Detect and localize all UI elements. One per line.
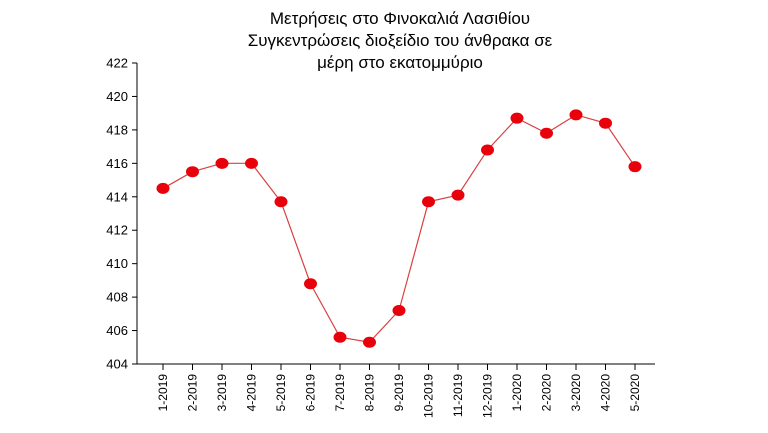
x-tick-label: 7-2019 xyxy=(333,374,347,412)
y-tick-label: 418 xyxy=(106,122,128,137)
data-point xyxy=(392,304,406,316)
x-tick-label: 5-2019 xyxy=(274,374,288,412)
data-point xyxy=(363,336,376,348)
x-tick-label: 2-2019 xyxy=(186,374,200,412)
x-tick-label: 12-2019 xyxy=(481,374,495,418)
x-tick-label: 5-2020 xyxy=(628,374,642,412)
data-point xyxy=(156,182,170,194)
data-point xyxy=(274,196,288,208)
x-tick-label: 10-2019 xyxy=(422,374,436,418)
data-point xyxy=(333,331,347,343)
data-point xyxy=(215,157,229,169)
y-tick-label: 408 xyxy=(106,290,128,305)
x-tick-label: 4-2019 xyxy=(245,374,259,412)
data-point xyxy=(422,196,435,208)
y-tick-label: 410 xyxy=(106,256,128,271)
data-point xyxy=(599,117,612,129)
y-tick-label: 412 xyxy=(106,223,128,238)
data-point xyxy=(481,144,494,156)
y-tick-label: 414 xyxy=(106,189,128,204)
y-tick-label: 404 xyxy=(106,357,128,372)
x-tick-label: 8-2019 xyxy=(363,374,377,412)
x-tick-label: 2-2020 xyxy=(540,374,554,412)
chart-title-line-2: Συγκεντρώσεις διοξείδιο του άνθρακα σε xyxy=(247,31,553,50)
data-point xyxy=(628,161,642,173)
x-tick-label: 9-2019 xyxy=(392,374,406,412)
x-tick-label: 6-2019 xyxy=(304,374,318,412)
x-tick-label: 1-2020 xyxy=(510,374,524,412)
chart-title-line-1: Μετρήσεις στο Φινοκαλιά Λασιθίου xyxy=(269,9,531,28)
data-point xyxy=(451,189,465,201)
data-point xyxy=(540,127,553,139)
data-point xyxy=(245,157,258,169)
y-tick-label: 422 xyxy=(106,56,128,71)
data-point xyxy=(304,278,317,290)
x-tick-label: 11-2019 xyxy=(451,374,465,417)
x-tick-label: 4-2020 xyxy=(599,374,613,412)
chart-title-line-3: μέρη στο εκατομμύριο xyxy=(317,53,483,72)
y-tick-label: 420 xyxy=(106,89,128,104)
chart-title: Μετρήσεις στο Φινοκαλιά Λασιθίου Συγκεντ… xyxy=(160,8,640,74)
data-point xyxy=(186,166,199,178)
data-point xyxy=(510,112,524,124)
y-tick-label: 416 xyxy=(106,156,128,171)
x-tick-label: 1-2019 xyxy=(156,374,170,412)
x-tick-label: 3-2019 xyxy=(215,374,229,412)
y-tick-label: 406 xyxy=(106,323,128,338)
x-tick-label: 3-2020 xyxy=(569,374,583,412)
data-point xyxy=(569,109,583,121)
